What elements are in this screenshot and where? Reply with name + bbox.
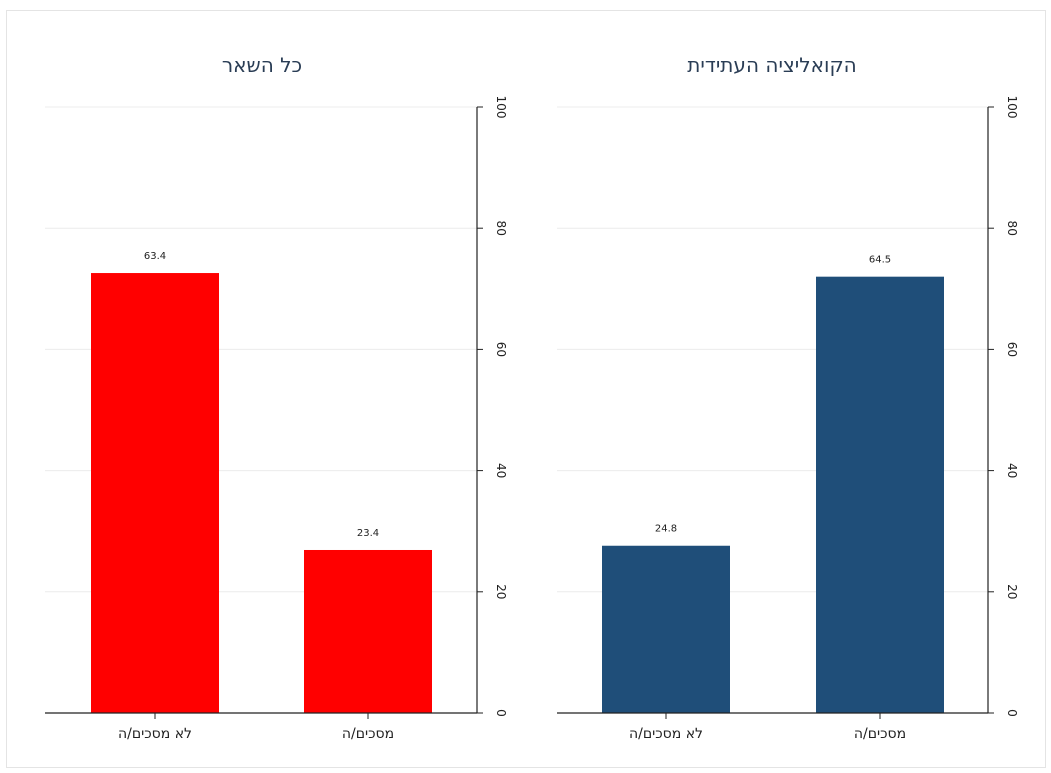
y-tick-label: 100 <box>1005 96 1019 119</box>
bar-right-0 <box>602 545 730 713</box>
panel-title-right: הקואליציה העתידית <box>687 53 856 77</box>
category-label: לא מסכים/ה <box>629 726 703 742</box>
bar-left-0 <box>91 273 219 713</box>
category-label: מסכים/ה <box>342 726 394 742</box>
category-label: לא מסכים/ה <box>118 726 192 742</box>
y-tick-label: 0 <box>494 709 508 717</box>
y-tick-label: 60 <box>1005 342 1019 357</box>
y-tick-label: 0 <box>1005 709 1019 717</box>
y-tick-label: 60 <box>494 342 508 357</box>
data-label: 64.5 <box>869 255 891 266</box>
chart-frame <box>6 10 1046 768</box>
data-label: 23.4 <box>357 528 379 539</box>
bar-right-1 <box>816 276 944 713</box>
y-tick-label: 100 <box>494 96 508 119</box>
panel-title-left: כל השאר <box>222 53 302 77</box>
y-tick-label: 80 <box>494 221 508 236</box>
data-label: 63.4 <box>144 251 166 262</box>
bar-left-1 <box>304 549 432 713</box>
category-label: מסכים/ה <box>854 726 906 742</box>
y-tick-label: 40 <box>494 463 508 478</box>
y-tick-label: 20 <box>1005 584 1019 599</box>
y-tick-label: 80 <box>1005 221 1019 236</box>
y-tick-label: 40 <box>1005 463 1019 478</box>
y-tick-label: 20 <box>494 584 508 599</box>
data-label: 24.8 <box>655 524 677 535</box>
